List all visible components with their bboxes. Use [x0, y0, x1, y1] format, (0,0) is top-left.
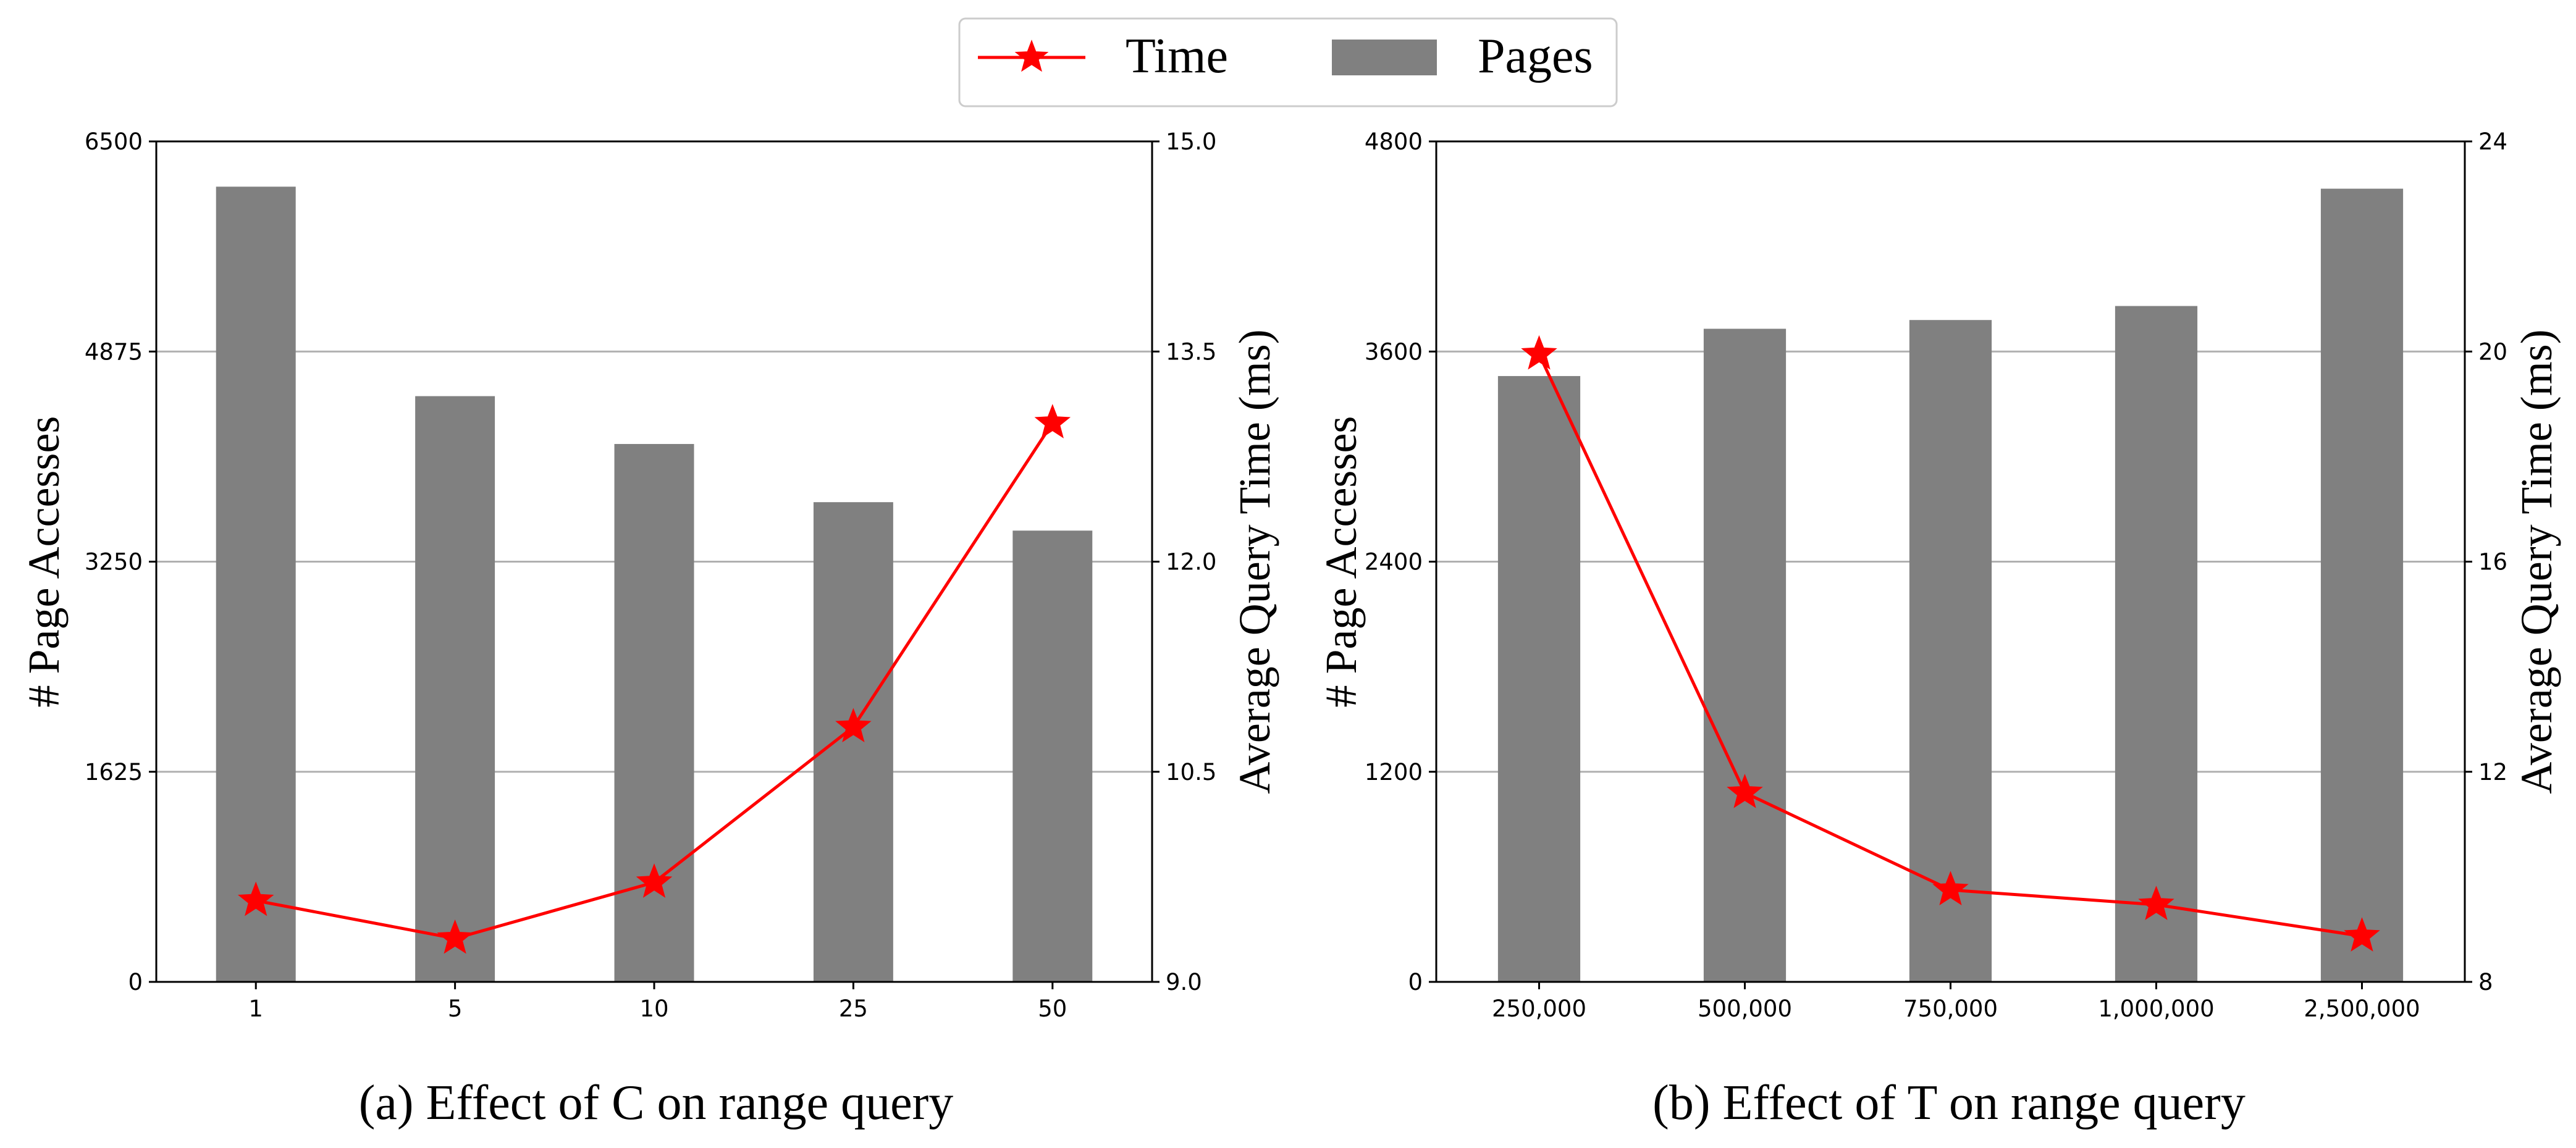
y2-tick-label: 9.0 [1166, 969, 1202, 995]
bar-pages-3 [2115, 306, 2198, 982]
y2-tick-label: 24 [2478, 128, 2507, 155]
x-tick-label: 10 [639, 995, 668, 1022]
y-tick-label: 3250 [85, 549, 143, 576]
y-tick-label: 0 [128, 969, 143, 995]
series-time [237, 404, 1071, 954]
y2-tick-label: 13.5 [1166, 338, 1216, 365]
axis-ticks: 0 1625 3250 4875 6500 9.0 10.5 12.0 13.5 15.0 1 5 10… [85, 128, 1217, 1022]
time-point-3 [835, 708, 872, 743]
time-point-4 [1034, 404, 1071, 438]
y-tick-label: 0 [1408, 969, 1423, 995]
caption-a: (a) Effect of C on range query [359, 1076, 954, 1130]
x-tick-label: 250,000 [1492, 995, 1586, 1022]
chart-panel-a: 0 1625 3250 4875 6500 9.0 10.5 12.0 13.5 15.0 1 5 10… [19, 128, 1279, 1130]
legend-frame [958, 17, 1618, 107]
y2-tick-label: 12.0 [1166, 549, 1216, 576]
y-tick-label: 6500 [85, 128, 143, 155]
x-tick-label: 1 [248, 995, 263, 1022]
y2-tick-label: 16 [2478, 549, 2507, 576]
axis-ticks: 0 1200 2400 3600 4800 8 12 16 20 24 250,000 500,000… [1365, 128, 2507, 1022]
y-axis-label-right: Average Query Time (ms) [1230, 329, 1279, 794]
legend-star-icon [1014, 40, 1049, 72]
y-tick-label: 1625 [85, 759, 143, 786]
y2-tick-label: 8 [2478, 969, 2493, 995]
legend: Time Pages [958, 17, 1618, 107]
x-tick-label: 1,000,000 [2098, 995, 2214, 1022]
bars-pages [1497, 188, 2404, 982]
time-point-0 [1521, 335, 1557, 370]
series-time [1521, 335, 2380, 952]
bar-pages-4 [1012, 530, 1093, 982]
caption-b: (b) Effect of T on range query [1652, 1076, 2246, 1130]
legend-label-time: Time [1126, 29, 1228, 83]
time-point-0 [237, 881, 274, 916]
x-tick-label: 2,500,000 [2304, 995, 2420, 1022]
time-point-3 [2138, 886, 2174, 920]
bar-pages-4 [2320, 188, 2404, 982]
bar-pages-2 [614, 443, 694, 982]
bar-pages-1 [1703, 329, 1787, 982]
bar-pages-3 [813, 502, 893, 982]
y-axis-label-left: # Page Accesses [1316, 416, 1366, 708]
x-tick-label: 500,000 [1698, 995, 1792, 1022]
y2-tick-label: 20 [2478, 338, 2507, 365]
y2-tick-label: 10.5 [1166, 759, 1216, 786]
legend-pages-swatch [1332, 40, 1437, 75]
bars-pages [216, 186, 1093, 982]
time-point-2 [1932, 871, 1969, 906]
time-point-1 [437, 919, 473, 954]
y-tick-label: 3600 [1365, 338, 1423, 365]
y2-tick-label: 12 [2478, 759, 2507, 786]
y2-tick-label: 15.0 [1166, 128, 1216, 155]
y-axis-label-left: # Page Accesses [19, 416, 69, 708]
time-point-1 [1727, 774, 1763, 808]
legend-label-pages: Pages [1478, 29, 1593, 83]
x-tick-label: 5 [448, 995, 463, 1022]
x-tick-label: 750,000 [1903, 995, 1998, 1022]
bar-pages-0 [1497, 375, 1581, 982]
x-tick-label: 25 [839, 995, 868, 1022]
time-point-4 [2344, 917, 2380, 952]
x-tick-label: 50 [1038, 995, 1067, 1022]
y-axis-label-right: Average Query Time (ms) [2512, 329, 2561, 794]
y-tick-label: 2400 [1365, 549, 1423, 576]
chart-panel-b: 0 1200 2400 3600 4800 8 12 16 20 24 250,000 500,000… [1316, 128, 2561, 1130]
y-tick-label: 1200 [1365, 759, 1423, 786]
bar-pages-1 [415, 396, 495, 982]
y-tick-label: 4800 [1365, 128, 1423, 155]
time-point-2 [636, 863, 673, 898]
bar-pages-0 [216, 186, 296, 982]
y-tick-label: 4875 [85, 338, 143, 365]
